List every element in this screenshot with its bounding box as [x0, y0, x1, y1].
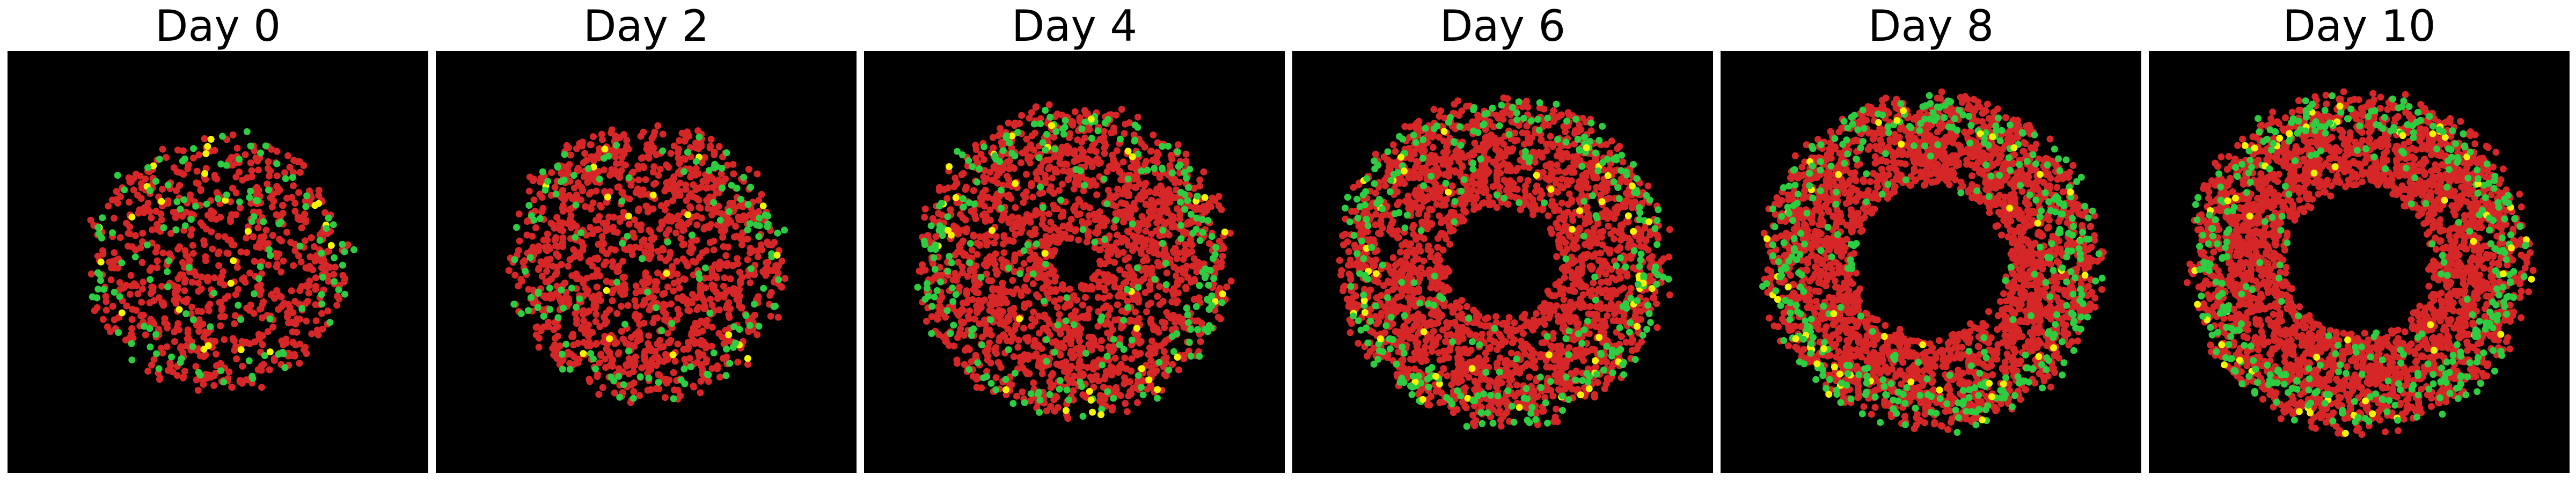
panel-title: Day 4	[1011, 1, 1138, 51]
panel-title: Day 2	[583, 1, 709, 51]
cell-scatter-image	[2149, 51, 2570, 473]
panel-day-10: Day 10	[2149, 0, 2570, 483]
panel-day-8: Day 8	[1721, 0, 2141, 483]
cell-scatter-image	[436, 51, 857, 473]
cell-scatter-image	[864, 51, 1285, 473]
panel-day-4: Day 4	[864, 0, 1285, 483]
panel-title: Day 6	[1439, 1, 1566, 51]
panel-title: Day 0	[155, 1, 281, 51]
panel-day-2: Day 2	[436, 0, 857, 483]
panel-day-6: Day 6	[1292, 0, 1713, 483]
panel-title: Day 8	[1868, 1, 1994, 51]
cell-scatter-image	[1292, 51, 1713, 473]
cell-scatter-image	[1721, 51, 2141, 473]
cell-scatter-image	[8, 51, 428, 473]
panel-title: Day 10	[2282, 1, 2436, 51]
panel-day-0: Day 0	[8, 0, 428, 483]
